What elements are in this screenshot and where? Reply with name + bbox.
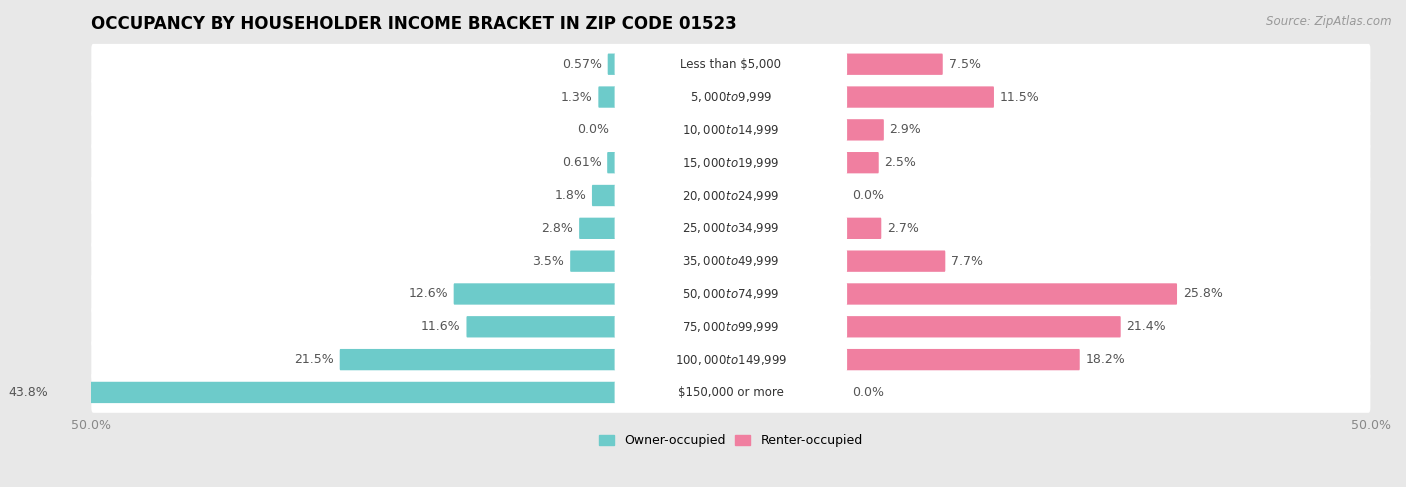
FancyBboxPatch shape [91,241,1371,281]
Text: 0.0%: 0.0% [852,386,884,399]
Text: $15,000 to $19,999: $15,000 to $19,999 [682,156,779,169]
FancyBboxPatch shape [91,306,1371,347]
FancyBboxPatch shape [592,185,616,206]
FancyBboxPatch shape [340,349,616,370]
FancyBboxPatch shape [614,85,846,109]
FancyBboxPatch shape [845,316,1121,337]
Text: 12.6%: 12.6% [408,287,449,300]
FancyBboxPatch shape [91,44,1371,85]
Text: $25,000 to $34,999: $25,000 to $34,999 [682,221,779,235]
FancyBboxPatch shape [845,349,1080,370]
FancyBboxPatch shape [599,86,616,108]
Text: 1.3%: 1.3% [561,91,592,104]
FancyBboxPatch shape [845,218,882,239]
FancyBboxPatch shape [55,382,616,403]
FancyBboxPatch shape [91,142,1371,183]
Text: OCCUPANCY BY HOUSEHOLDER INCOME BRACKET IN ZIP CODE 01523: OCCUPANCY BY HOUSEHOLDER INCOME BRACKET … [91,15,737,33]
FancyBboxPatch shape [845,119,884,141]
Text: 25.8%: 25.8% [1182,287,1223,300]
FancyBboxPatch shape [91,110,1371,150]
FancyBboxPatch shape [607,54,616,75]
Text: 2.5%: 2.5% [884,156,917,169]
Text: 21.4%: 21.4% [1126,320,1166,333]
FancyBboxPatch shape [845,86,994,108]
FancyBboxPatch shape [845,152,879,173]
Text: 7.7%: 7.7% [950,255,983,268]
FancyBboxPatch shape [91,208,1371,249]
Text: 1.8%: 1.8% [554,189,586,202]
Text: $50,000 to $74,999: $50,000 to $74,999 [682,287,779,301]
Text: 2.7%: 2.7% [887,222,920,235]
Text: $75,000 to $99,999: $75,000 to $99,999 [682,320,779,334]
FancyBboxPatch shape [91,274,1371,314]
Text: 0.0%: 0.0% [578,123,609,136]
Legend: Owner-occupied, Renter-occupied: Owner-occupied, Renter-occupied [593,429,868,452]
Text: $5,000 to $9,999: $5,000 to $9,999 [689,90,772,104]
FancyBboxPatch shape [467,316,616,337]
FancyBboxPatch shape [607,152,616,173]
Text: $150,000 or more: $150,000 or more [678,386,783,399]
Text: 2.8%: 2.8% [541,222,574,235]
FancyBboxPatch shape [614,249,846,273]
Text: 3.5%: 3.5% [533,255,564,268]
Text: $20,000 to $24,999: $20,000 to $24,999 [682,188,779,203]
Text: $10,000 to $14,999: $10,000 to $14,999 [682,123,779,137]
FancyBboxPatch shape [845,54,943,75]
FancyBboxPatch shape [454,283,616,305]
FancyBboxPatch shape [614,315,846,338]
FancyBboxPatch shape [91,372,1371,413]
FancyBboxPatch shape [91,76,1371,117]
FancyBboxPatch shape [91,175,1371,216]
FancyBboxPatch shape [614,118,846,142]
FancyBboxPatch shape [845,250,945,272]
Text: 0.0%: 0.0% [852,189,884,202]
Text: 11.6%: 11.6% [420,320,461,333]
FancyBboxPatch shape [614,151,846,174]
FancyBboxPatch shape [91,339,1371,380]
FancyBboxPatch shape [614,217,846,240]
Text: 11.5%: 11.5% [1000,91,1039,104]
FancyBboxPatch shape [614,53,846,76]
Text: 21.5%: 21.5% [294,353,335,366]
FancyBboxPatch shape [614,282,846,306]
Text: 0.61%: 0.61% [561,156,602,169]
Text: $35,000 to $49,999: $35,000 to $49,999 [682,254,779,268]
FancyBboxPatch shape [571,250,616,272]
Text: 43.8%: 43.8% [8,386,48,399]
FancyBboxPatch shape [614,348,846,371]
Text: 0.57%: 0.57% [562,58,602,71]
Text: 7.5%: 7.5% [949,58,980,71]
FancyBboxPatch shape [614,381,846,404]
FancyBboxPatch shape [845,283,1177,305]
Text: Less than $5,000: Less than $5,000 [681,58,782,71]
FancyBboxPatch shape [579,218,616,239]
FancyBboxPatch shape [614,184,846,207]
Text: 2.9%: 2.9% [890,123,921,136]
Text: 18.2%: 18.2% [1085,353,1125,366]
Text: $100,000 to $149,999: $100,000 to $149,999 [675,353,787,367]
Text: Source: ZipAtlas.com: Source: ZipAtlas.com [1267,15,1392,28]
